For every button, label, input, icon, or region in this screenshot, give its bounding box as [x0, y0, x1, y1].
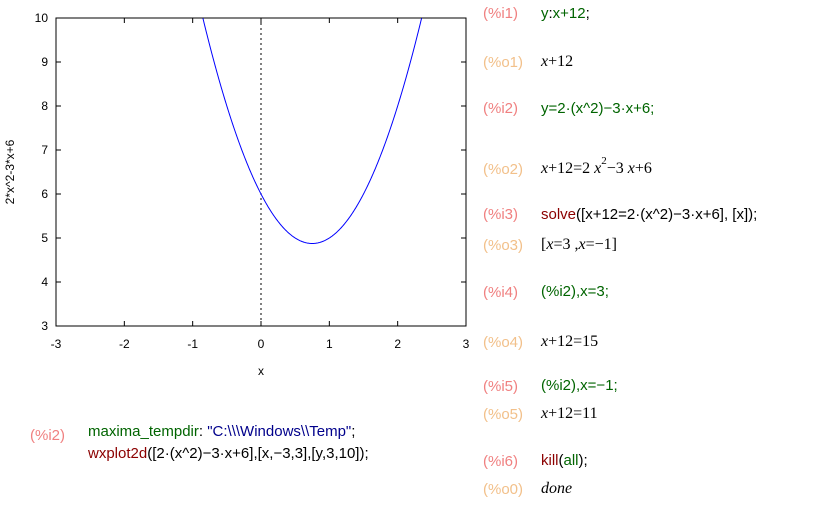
- x-tick-label: 0: [258, 337, 265, 351]
- y-tick-label: 3: [41, 319, 48, 333]
- output-o3: [x=3 ,x=−1]: [541, 236, 617, 253]
- y-tick-label: 7: [41, 143, 48, 157]
- y-tick-label: 6: [41, 187, 48, 201]
- y-tick-label: 10: [35, 11, 49, 25]
- x-tick-label: 3: [463, 337, 470, 351]
- input-cell-i4[interactable]: (%i2),x=3;: [541, 283, 609, 300]
- input-label-i1: (%i1): [483, 5, 519, 22]
- output-o5: x+12=11: [541, 405, 598, 422]
- plot-image: -3 -2 -1 0 1 2 3 3 4 5 6 7 8 9 10 x 2*x^2-3*x+6: [3, 11, 470, 378]
- y-tick-label: 4: [41, 275, 48, 289]
- solve-function: solve: [541, 206, 577, 223]
- y-axis-label: 2*x^2-3*x+6: [3, 139, 17, 204]
- tempdir-variable: maxima_tempdir: [88, 423, 199, 440]
- input-cell-i2[interactable]: y=2·(x^2)−3·x+6;: [541, 100, 655, 117]
- series-line: [202, 18, 423, 245]
- tempdir-string: "C:\\\Windows\\Temp": [207, 423, 352, 440]
- plot-cell-line2[interactable]: wxplot2d([2·(x^2)−3·x+6],[x,−3,3],[y,3,1…: [88, 445, 369, 463]
- output-label-o3: (%o3): [483, 237, 524, 254]
- output-label-o1: (%o1): [483, 54, 524, 71]
- output-o4: x+12=15: [541, 333, 599, 350]
- output-o1: x+12: [541, 53, 574, 70]
- i1-expr: x+12: [552, 5, 586, 22]
- i1-semi: ;: [585, 5, 590, 22]
- x-tick-label: -2: [119, 337, 130, 351]
- y-tick-label: 9: [41, 55, 48, 69]
- input-label-i5: (%i5): [483, 378, 519, 395]
- x-tick-label: -3: [51, 337, 62, 351]
- input-label-i3: (%i3): [483, 206, 519, 223]
- kill-function: kill: [541, 452, 559, 469]
- plot-cell-line1[interactable]: maxima_tempdir: "C:\\\Windows\\Temp";: [88, 423, 356, 440]
- input-label-i2: (%i2): [483, 100, 519, 117]
- x-axis-label: x: [258, 364, 264, 378]
- kill-arg: all: [563, 452, 579, 469]
- output-label-o5: (%o5): [483, 406, 524, 423]
- x-tick-label: 2: [394, 337, 401, 351]
- input-cell-i5[interactable]: (%i2),x=−1;: [541, 377, 618, 394]
- y-tick-label: 5: [41, 231, 48, 245]
- i1-colon: :: [548, 5, 553, 22]
- output-o0: done: [541, 480, 573, 497]
- solve-args: ([x+12=2·(x^2)−3·x+6], [x]);: [576, 206, 758, 223]
- x-tick-label: 1: [326, 337, 333, 351]
- output-label-o0: (%o0): [483, 481, 524, 498]
- output-o2: x+12=2 x2−3 x+6: [541, 155, 652, 177]
- kill-rest: );: [578, 452, 588, 469]
- output-label-o4: (%o4): [483, 334, 524, 351]
- output-label-o2: (%o2): [483, 161, 524, 178]
- wxplot2d-args: ([2·(x^2)−3·x+6],[x,−3,3],[y,3,10]);: [147, 445, 369, 462]
- input-label-i6: (%i6): [483, 453, 519, 470]
- i1-var: y: [541, 5, 549, 22]
- input-cell-i3[interactable]: solve([x+12=2·(x^2)−3·x+6], [x]);: [541, 206, 757, 224]
- y-tick-label: 8: [41, 99, 48, 113]
- plot-cell-input-label: (%i2): [30, 427, 66, 444]
- input-label-i4: (%i4): [483, 284, 519, 301]
- wxplot2d-function: wxplot2d: [88, 445, 148, 462]
- input-cell-i1[interactable]: y:x+12;: [541, 5, 590, 23]
- input-cell-i6[interactable]: kill(all);: [541, 452, 588, 469]
- x-tick-label: -1: [187, 337, 198, 351]
